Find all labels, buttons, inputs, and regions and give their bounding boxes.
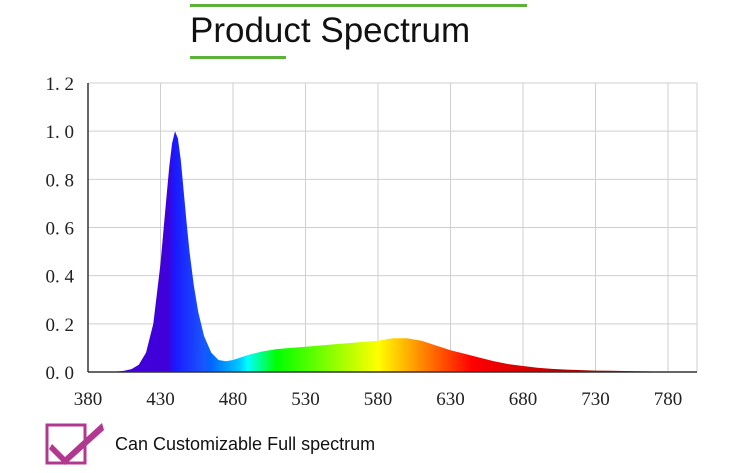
page-title: Product Spectrum <box>190 11 471 50</box>
y-tick-label: 0. 0 <box>46 363 75 384</box>
x-tick-labels: 380 430 480 530 580 630 680 730 780 <box>74 389 683 410</box>
spectrum-area-layer <box>117 131 683 372</box>
y-tick-label: 0. 6 <box>46 219 75 240</box>
y-tick-label: 0. 2 <box>46 315 75 336</box>
feature-label: Can Customizable Full spectrum <box>115 434 376 454</box>
checkbox-checked-icon <box>45 423 104 465</box>
x-tick-label: 480 <box>219 389 248 410</box>
x-tick-label: 630 <box>436 389 465 410</box>
x-tick-label: 580 <box>364 389 393 410</box>
y-tick-labels: 0. 0 0. 2 0. 4 0. 6 0. 8 1. 0 1. 2 <box>46 74 75 384</box>
spectrum-area <box>117 131 683 372</box>
y-tick-label: 1. 0 <box>46 122 75 143</box>
y-tick-label: 0. 8 <box>46 170 75 191</box>
x-tick-label: 730 <box>581 389 610 410</box>
grid <box>88 82 698 372</box>
feature-row: Can Customizable Full spectrum <box>44 418 544 468</box>
x-tick-label: 530 <box>291 389 320 410</box>
x-tick-label: 430 <box>146 389 175 410</box>
x-tick-label: 780 <box>654 389 683 410</box>
y-tick-label: 1. 2 <box>46 74 75 95</box>
x-tick-label: 380 <box>74 389 103 410</box>
axes <box>87 83 697 373</box>
y-tick-label: 0. 4 <box>46 267 75 288</box>
x-tick-label: 680 <box>509 389 538 410</box>
title-underline-bottom <box>190 56 286 59</box>
title-underline-top <box>190 4 527 7</box>
